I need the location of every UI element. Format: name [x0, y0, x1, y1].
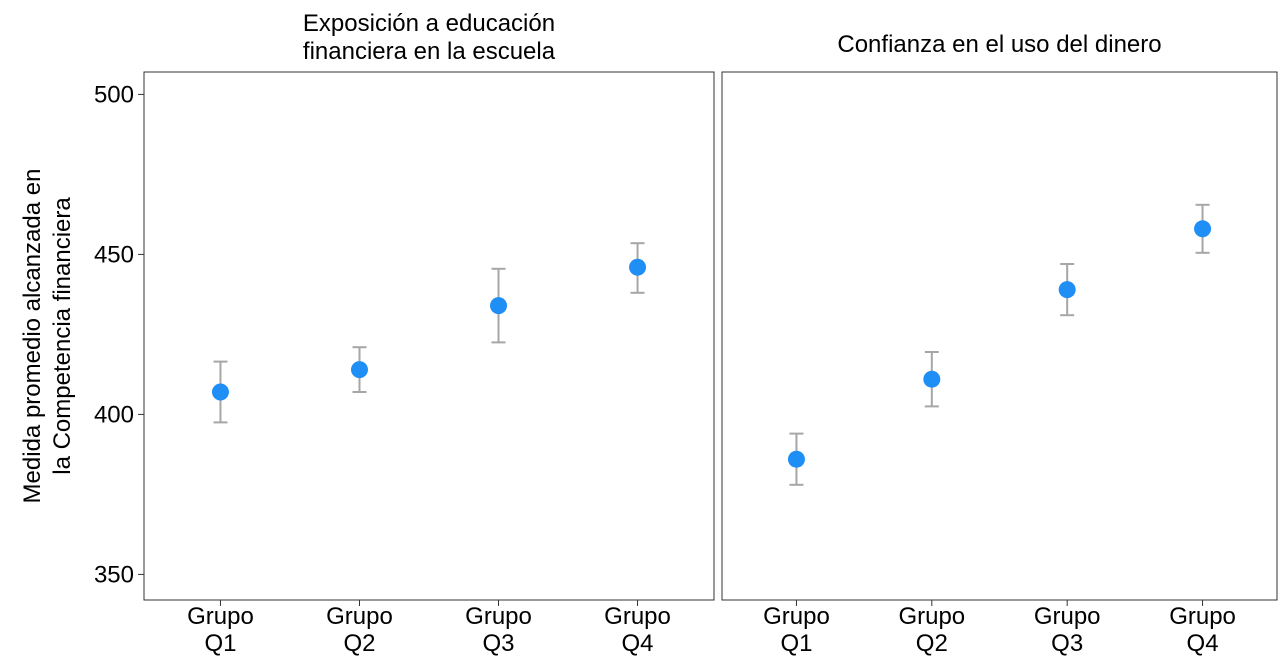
data-point — [629, 258, 647, 276]
y-tick-label: 450 — [94, 241, 134, 268]
x-tick-label: Q2 — [343, 630, 375, 656]
data-point — [787, 450, 805, 468]
x-tick-label: Q4 — [1187, 630, 1219, 656]
x-tick-label: Q4 — [622, 630, 654, 656]
x-tick-label: Grupo — [1034, 603, 1101, 630]
x-tick-label: Grupo — [465, 603, 532, 630]
y-tick-label: 500 — [94, 81, 134, 108]
x-tick-label: Grupo — [604, 603, 671, 630]
data-point — [923, 370, 941, 388]
x-tick-label: Q2 — [916, 630, 948, 656]
x-tick-label: Grupo — [763, 603, 830, 630]
x-tick-label: Grupo — [898, 603, 965, 630]
panel-title: Confianza en el uso del dinero — [837, 31, 1161, 58]
data-point — [1194, 220, 1212, 238]
x-tick-label: Grupo — [326, 603, 393, 630]
x-tick-label: Q3 — [483, 630, 515, 656]
y-axis-label: Medida promedio alcanzada en la Competenc… — [19, 169, 76, 504]
panel-title: financiera en la escuela — [303, 38, 556, 65]
y-axis-label-line: Medida promedio alcanzada en — [19, 169, 46, 504]
x-tick-label: Q3 — [1051, 630, 1083, 656]
x-tick-label: Grupo — [187, 603, 254, 630]
y-tick-label: 350 — [94, 561, 134, 588]
data-point — [1058, 281, 1076, 299]
x-tick-label: Grupo — [1169, 603, 1236, 630]
y-tick-label: 400 — [94, 401, 134, 428]
x-tick-label: Q1 — [780, 630, 812, 656]
x-tick-label: Q1 — [204, 630, 236, 656]
data-point — [211, 383, 229, 401]
panel-title: Exposición a educación — [303, 10, 555, 37]
y-axis: 350 400 450 500 — [94, 81, 144, 588]
panel-frame — [721, 71, 1278, 601]
data-point — [350, 361, 368, 379]
panel-money-confidence: Confianza en el uso del dineroGrupoQ1Gru… — [721, 31, 1278, 656]
y-axis-label-line: la Competencia financiera — [49, 197, 76, 475]
panel-frame — [143, 71, 715, 601]
data-point — [490, 297, 508, 315]
